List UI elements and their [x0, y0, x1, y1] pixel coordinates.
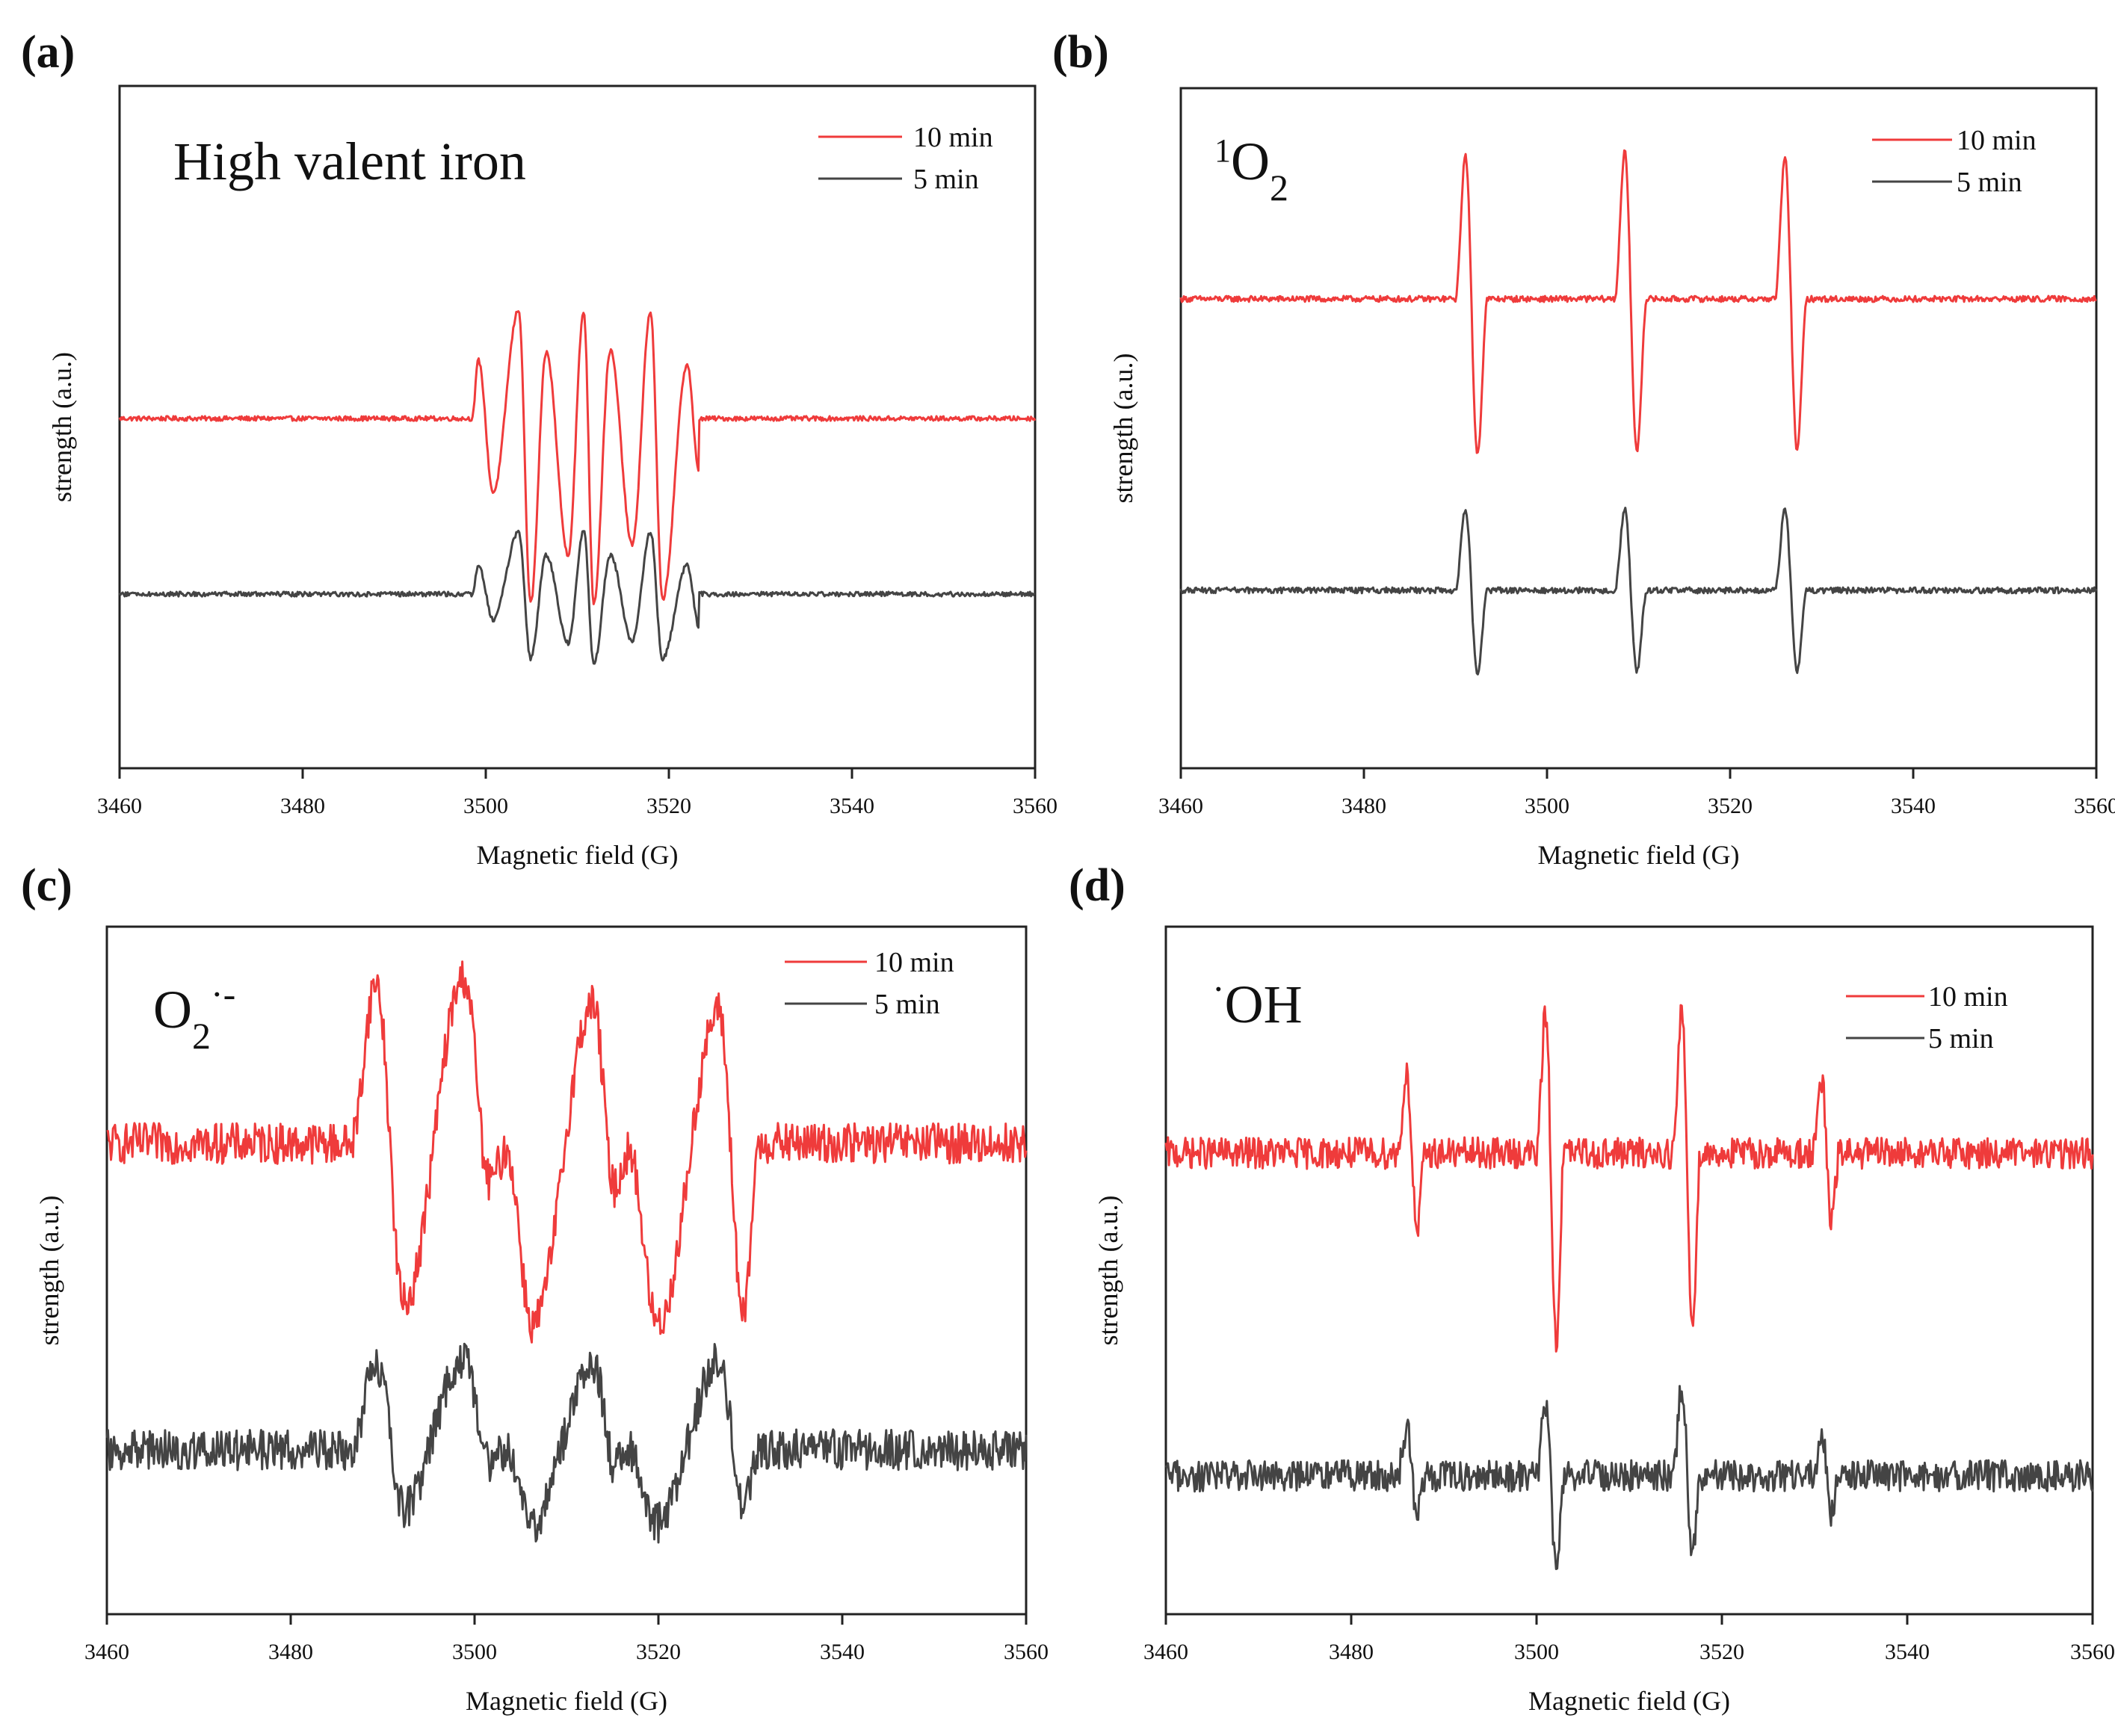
y-axis-label: strength (a.u.): [1108, 353, 1138, 504]
panel-label: (b): [1052, 27, 1109, 78]
title-subscript: 2: [192, 1015, 211, 1057]
x-tick-label: 3520: [1699, 1640, 1744, 1664]
x-tick-label: 3480: [268, 1640, 313, 1664]
x-tick-label: 3560: [2074, 794, 2115, 818]
x-tick-label: 3480: [280, 794, 325, 818]
y-axis-label: strength (a.u.): [1093, 1196, 1123, 1346]
legend-label: 5 min: [874, 989, 940, 1020]
legend-label: 10 min: [913, 122, 993, 153]
x-tick-label: 3560: [1013, 794, 1058, 818]
x-axis-label: Magnetic field (G): [1528, 1686, 1730, 1716]
plot-frame: [1179, 87, 2098, 770]
y-axis-label: strength (a.u.): [34, 1196, 64, 1346]
x-tick-label: 3500: [463, 794, 508, 818]
panel-label: (a): [21, 27, 75, 78]
legend-label: 5 min: [1957, 167, 2022, 198]
series-line-10-min: [118, 310, 1037, 605]
x-tick-label: 3540: [1885, 1640, 1930, 1664]
x-tick-label: 3460: [97, 794, 142, 818]
legend-label: 5 min: [1928, 1023, 1994, 1054]
series-line-10-min: [106, 960, 1028, 1344]
x-tick-label: 3460: [1143, 1640, 1188, 1664]
legend-label: 10 min: [874, 947, 954, 978]
x-tick-label: 3540: [820, 1640, 865, 1664]
x-tick-label: 3500: [1525, 794, 1569, 818]
x-tick-label: 3540: [1891, 794, 1936, 818]
title-superscript: ·-: [211, 973, 235, 1015]
plot-frame: [105, 925, 1028, 1616]
series-line-5-min: [1179, 507, 2098, 676]
x-tick-label: 3500: [452, 1640, 497, 1664]
plot-frame: [1164, 925, 2094, 1616]
x-tick-label: 3520: [646, 794, 691, 818]
series-line-5-min: [118, 529, 1036, 665]
legend-label: 10 min: [1928, 981, 2008, 1013]
x-tick-label: 3540: [830, 794, 874, 818]
panel-a: (a) 3460 3480 3500 3520 3540 3560 Magnetic fiel…: [21, 27, 1058, 870]
panel-d: (d) 3460 3480 3500 3520 3540 3560 Magnetic fiel…: [1069, 860, 2115, 1716]
legend-label: 10 min: [1957, 125, 2037, 156]
panel-b: (b) 3460 3480 3500 3520 3540 3560 Magnetic fiel…: [1052, 27, 2115, 870]
y-axis-label: strength (a.u.): [47, 352, 77, 502]
x-tick-label: 3520: [1708, 794, 1753, 818]
series-line-5-min: [1164, 1385, 2094, 1570]
title-superscript: 1: [1214, 132, 1231, 169]
x-tick-label: 3500: [1514, 1640, 1559, 1664]
plot-frame: [118, 84, 1037, 770]
x-axis-label: Magnetic field (G): [477, 840, 679, 870]
panel-label: (d): [1069, 860, 1126, 911]
panel-title: O2·-: [153, 973, 235, 1057]
title-subscript: 2: [1270, 167, 1288, 208]
x-tick-label: 3560: [1004, 1640, 1049, 1664]
x-tick-label: 3520: [636, 1640, 681, 1664]
panel-title: ·OH: [1212, 968, 1303, 1034]
x-tick-label: 3460: [84, 1640, 129, 1664]
series-line-5-min: [105, 1342, 1028, 1544]
x-axis-label: Magnetic field (G): [1538, 840, 1740, 870]
panel-c: (c) 3460 3480 3500 3520 3540 3560 Magnetic fiel…: [21, 860, 1049, 1716]
title-superscript: ·: [1212, 968, 1225, 1010]
x-tick-label: 3480: [1329, 1640, 1374, 1664]
x-axis-label: Magnetic field (G): [466, 1686, 667, 1716]
title-main: OH: [1225, 974, 1303, 1034]
panel-title: High valent iron: [173, 132, 526, 191]
x-tick-label: 3480: [1341, 794, 1386, 818]
title-main: O: [153, 980, 192, 1040]
series-line-10-min: [1164, 1004, 2094, 1353]
title-main: O: [1231, 132, 1270, 191]
series-line-10-min: [1179, 149, 2097, 454]
x-tick-label: 3460: [1158, 794, 1203, 818]
panel-label: (c): [21, 860, 72, 911]
panel-title: 1O2: [1214, 132, 1288, 208]
x-tick-label: 3560: [2070, 1640, 2115, 1664]
legend-label: 5 min: [913, 164, 979, 195]
